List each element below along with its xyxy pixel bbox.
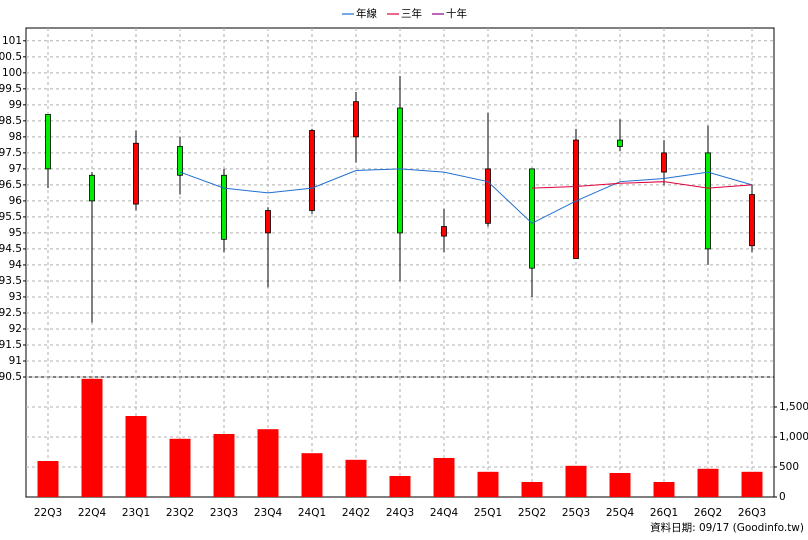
- volume-bar: [521, 482, 543, 497]
- candle-body: [705, 152, 711, 250]
- candle-body: [221, 174, 227, 240]
- candle-body: [265, 210, 271, 234]
- volume-bar: [389, 476, 411, 497]
- candle-body: [45, 114, 51, 170]
- volume-bar: [213, 434, 235, 497]
- x-tick-label: 23Q3: [210, 507, 238, 519]
- x-tick-label: 25Q2: [518, 507, 546, 519]
- y-tick-label: 95.5: [0, 211, 22, 223]
- y-tick-label: 99.5: [0, 83, 22, 95]
- legend-label: 十年: [446, 7, 467, 20]
- candle-body: [661, 152, 667, 173]
- x-tick-label: 23Q1: [122, 507, 150, 519]
- x-tick-label: 22Q3: [34, 507, 62, 519]
- y-tick-label: 92: [9, 323, 22, 335]
- volume-bar: [477, 471, 499, 497]
- y2-tick-label: 0: [779, 491, 786, 503]
- y-tick-label: 96.5: [0, 179, 22, 191]
- y2-tick-label: 1,000: [779, 431, 808, 443]
- y-tick-label: 98: [9, 131, 22, 143]
- y-tick-label: 96: [9, 195, 23, 207]
- y-tick-label: 91.5: [0, 339, 22, 351]
- y-tick-label: 91: [9, 355, 22, 367]
- footnote: 資料日期: 09/17 (Goodinfo.tw): [650, 521, 804, 534]
- x-tick-label: 26Q1: [650, 507, 678, 519]
- y-tick-label: 99: [9, 99, 22, 111]
- volume-bar: [653, 482, 675, 497]
- y-tick-label: 97.5: [0, 147, 22, 159]
- candle-body: [89, 174, 95, 202]
- x-tick-label: 24Q3: [386, 507, 414, 519]
- volume-bar: [81, 378, 103, 497]
- candle-body: [485, 168, 491, 224]
- x-tick-label: 22Q4: [78, 507, 107, 519]
- x-tick-label: 25Q1: [474, 507, 502, 519]
- x-tick-label: 23Q2: [166, 507, 194, 519]
- volume-bar: [125, 416, 147, 497]
- x-tick-label: 24Q1: [298, 507, 326, 519]
- volume-bar: [433, 458, 455, 497]
- candle-body: [133, 142, 139, 205]
- x-tick-label: 25Q3: [562, 507, 590, 519]
- candle-body: [353, 101, 359, 138]
- y-tick-label: 100: [2, 67, 22, 79]
- candle-body: [529, 168, 535, 269]
- volume-bar: [169, 438, 191, 497]
- y-tick-label: 98.5: [0, 115, 22, 127]
- x-tick-label: 23Q4: [254, 507, 283, 519]
- y-tick-label: 100.5: [0, 51, 22, 63]
- y-tick-label: 101: [2, 35, 22, 47]
- candle-body: [441, 226, 447, 237]
- y-tick-label: 95: [9, 227, 22, 239]
- candle-body: [749, 194, 755, 247]
- candle-body: [573, 139, 579, 259]
- y-tick-label: 97: [9, 163, 22, 175]
- volume-bar: [565, 465, 587, 497]
- y-tick-label: 93.5: [0, 275, 22, 287]
- line-series: [179, 168, 753, 224]
- y2-tick-label: 1,500: [779, 401, 808, 413]
- candle-body: [397, 107, 403, 234]
- y-tick-label: 93: [9, 291, 22, 303]
- y-tick-label: 94.5: [0, 243, 22, 255]
- legend-label: 三年: [401, 7, 422, 20]
- x-tick-label: 25Q4: [606, 507, 635, 519]
- candle-body: [309, 130, 315, 211]
- volume-bar: [697, 468, 719, 497]
- y-tick-label: 90.5: [0, 371, 22, 383]
- volume-bar: [257, 429, 279, 497]
- volume-bar: [609, 473, 631, 497]
- x-tick-label: 24Q4: [430, 507, 459, 519]
- line-series: [531, 181, 753, 189]
- y2-tick-label: 500: [779, 461, 799, 473]
- x-tick-label: 24Q2: [342, 507, 370, 519]
- volume-bar: [741, 471, 763, 497]
- x-tick-label: 26Q2: [694, 507, 722, 519]
- candle-body: [177, 146, 183, 176]
- volume-bar: [345, 459, 367, 497]
- volume-bar: [301, 453, 323, 497]
- y-tick-label: 92.5: [0, 307, 22, 319]
- volume-bar: [37, 461, 59, 497]
- x-tick-label: 26Q3: [738, 507, 766, 519]
- candle-body: [617, 139, 623, 147]
- y-tick-label: 94: [9, 259, 23, 271]
- legend-label: 年線: [356, 7, 377, 20]
